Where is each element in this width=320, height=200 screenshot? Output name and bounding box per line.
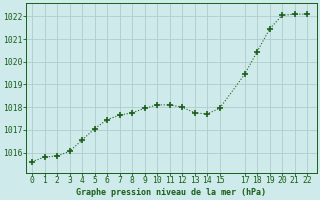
X-axis label: Graphe pression niveau de la mer (hPa): Graphe pression niveau de la mer (hPa) xyxy=(76,188,267,197)
